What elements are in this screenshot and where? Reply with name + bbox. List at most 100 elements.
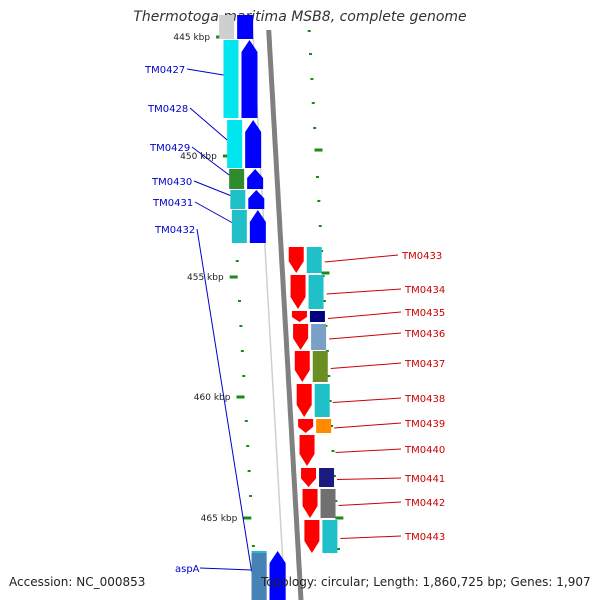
tick-dot [244, 420, 248, 422]
reverse-gene-arrow [299, 435, 315, 466]
label-leader [189, 107, 228, 141]
gene-label: TM0428 [147, 104, 188, 115]
label-leader [196, 228, 253, 572]
tick-dot [327, 375, 331, 377]
label-leader [338, 501, 402, 506]
major-tick [243, 516, 252, 520]
label-leader [327, 311, 402, 319]
tick-dot [334, 500, 338, 502]
forward-gene-arrow [248, 190, 265, 209]
gene-label: TM0430 [151, 177, 192, 188]
tick-label: 450 kbp [180, 152, 217, 162]
major-tick [229, 275, 238, 279]
tick-dot [246, 445, 250, 447]
reverse-gene-arrow [301, 468, 317, 487]
label-leader [335, 448, 402, 453]
tick-dot [251, 545, 255, 547]
cog-box [311, 324, 327, 350]
cog-box [316, 419, 332, 433]
forward-gene-arrow [241, 40, 258, 118]
tick-dot [328, 400, 332, 402]
gene-label: TM0440 [404, 445, 445, 456]
gene-label: TM0435 [404, 308, 445, 319]
reverse-gene-arrow [294, 351, 310, 382]
gene-label: TM0429 [149, 143, 190, 154]
major-tick [321, 271, 330, 275]
gene-label: TM0434 [404, 285, 445, 296]
tick-dot [242, 375, 246, 377]
cog-box [219, 15, 235, 39]
label-leader [194, 201, 233, 223]
label-leader [326, 288, 402, 295]
tick-label: 455 kbp [187, 273, 224, 283]
tick-dot [235, 260, 239, 262]
tick-dot [331, 450, 335, 452]
forward-gene-arrow [269, 553, 286, 600]
gene-label: TM0432 [154, 225, 195, 236]
backbone-shadow [251, 29, 286, 600]
cog-box [306, 247, 322, 273]
gene-label: TM0427 [144, 65, 185, 76]
reverse-gene-arrow [296, 384, 312, 417]
cog-box [227, 120, 243, 168]
tick-dot [323, 300, 326, 302]
cog-box [251, 553, 267, 600]
reverse-gene-arrow [290, 275, 306, 309]
label-leader [191, 146, 230, 176]
tick-dot [310, 78, 314, 80]
tick-dot [313, 127, 317, 129]
major-tick [236, 395, 245, 399]
label-leader [340, 535, 402, 539]
major-tick [335, 516, 344, 520]
label-leader [332, 397, 402, 403]
gene-label: TM0439 [404, 419, 445, 430]
cog-box [229, 169, 245, 189]
forward-strand-genes: TM0427 TM0428 TM0429 TM0430 TM0431 TM0432 aspA [144, 15, 286, 600]
cog-box [312, 351, 328, 382]
label-leader [337, 477, 402, 480]
tick-label: 445 kbp [173, 33, 210, 43]
reverse-gene-arrow [298, 419, 314, 433]
major-tick [314, 148, 323, 152]
cog-box [320, 489, 336, 518]
tick-dot [318, 225, 322, 227]
forward-gene-arrow [247, 169, 264, 189]
forward-gene-arrow [249, 210, 266, 243]
cog-box [308, 275, 324, 309]
tick-label: 465 kbp [201, 514, 238, 524]
label-leader [330, 362, 402, 369]
backbone-line [266, 29, 304, 600]
tick-dot [249, 495, 253, 497]
label-leader [324, 254, 399, 263]
cog-box [231, 210, 247, 243]
accession-text: Accession: NC_000853 [9, 575, 146, 589]
cog-box [230, 190, 246, 209]
tick-label: 460 kbp [194, 393, 231, 403]
cog-box [319, 468, 335, 487]
gene-label: TM0436 [404, 329, 445, 340]
label-leader [334, 422, 402, 429]
tick-dot [307, 30, 311, 32]
tick-dot [337, 548, 341, 550]
tick-dot [238, 300, 241, 302]
major-tick [222, 154, 231, 158]
cog-box [314, 384, 330, 417]
tick-dot [309, 53, 313, 55]
reverse-gene-arrow [291, 311, 307, 322]
tick-dot [239, 325, 243, 327]
gene-label: TM0431 [152, 198, 193, 209]
label-leader [199, 567, 252, 571]
label-leader [329, 332, 402, 340]
tick-dot [317, 200, 321, 202]
gene-label: aspA [175, 564, 200, 575]
gene-label: TM0438 [404, 394, 445, 405]
topology-text: Topology: circular; Length: 1,860,725 bp… [261, 575, 591, 589]
tick-dot [311, 102, 315, 104]
reverse-gene-arrow [288, 247, 304, 273]
gene-label: TM0442 [404, 498, 445, 509]
map-title: Thermotoga maritima MSB8, complete genom… [133, 9, 467, 25]
forward-gene-arrow [245, 120, 262, 168]
reverse-gene-arrow [304, 520, 320, 553]
reverse-strand-genes: TM0433 TM0434 TM0435 TM0436 TM0437 TM0438 TM04… [288, 247, 445, 553]
